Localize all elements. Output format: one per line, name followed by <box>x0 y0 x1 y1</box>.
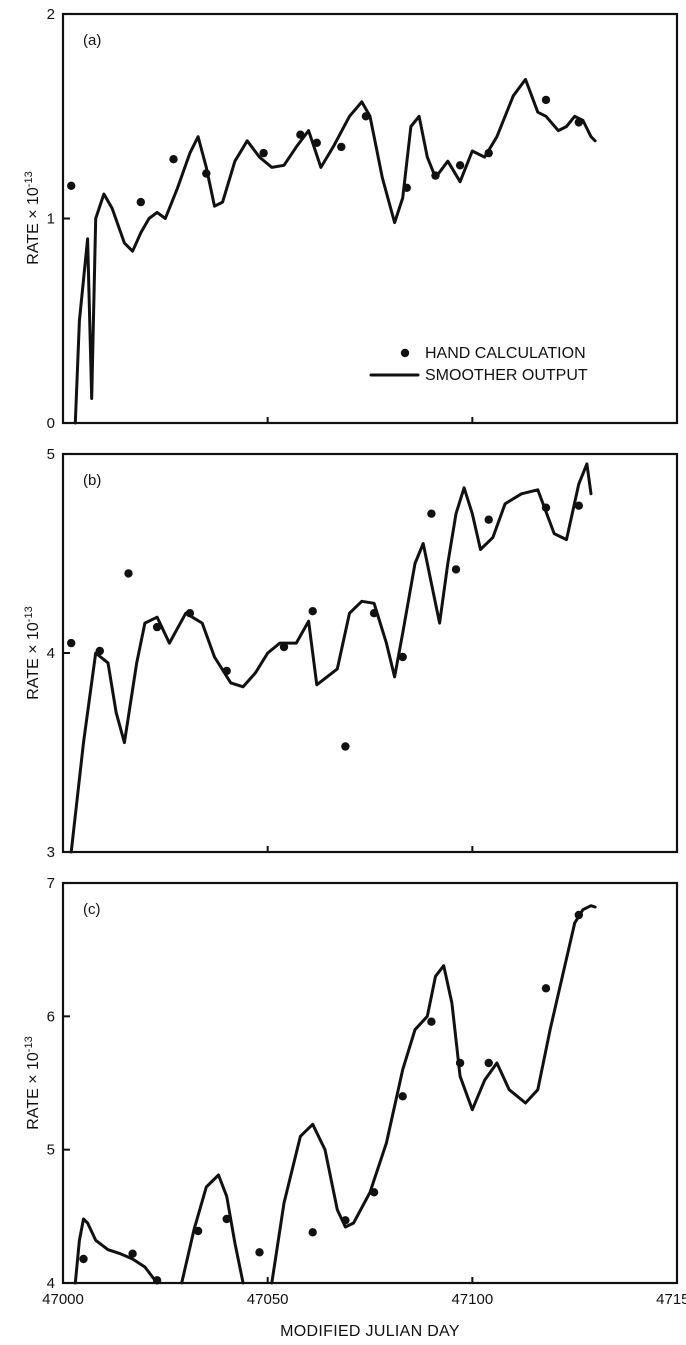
panel-b-ylabel-base: RATE × 10 <box>25 622 42 700</box>
hand-calculation-point <box>296 130 305 139</box>
hand-calculation-point <box>455 161 465 170</box>
panel-b-hand-calculation <box>67 501 583 751</box>
hand-calculation-point <box>124 569 133 578</box>
hand-calculation-point <box>193 1226 203 1236</box>
panel-b-y-tick-label: 5 <box>47 446 55 463</box>
hand-calculation-point <box>222 666 231 676</box>
panel-c-label: (c) <box>83 901 101 918</box>
hand-calculation-point <box>308 607 317 616</box>
hand-calculation-point <box>398 652 407 662</box>
hand-calculation-point <box>308 1228 317 1237</box>
panel-b-y-ticks: 3 4 5 <box>47 446 474 861</box>
hand-calculation-point <box>541 503 551 512</box>
x-tick-label: 47000 <box>42 1291 84 1308</box>
hand-calculation-point <box>279 642 289 652</box>
panel-c-smoother-output <box>73 904 597 1285</box>
panel-a-y-tick-label: 2 <box>47 6 55 23</box>
hand-calculation-point <box>361 112 371 121</box>
legend-smoother-output-label: SMOOTHER OUTPUT <box>425 367 588 384</box>
hand-calculation-point <box>402 183 411 192</box>
smoother-output-line <box>73 77 597 425</box>
panel-c-frame <box>61 881 679 1285</box>
hand-calculation-point <box>484 515 493 524</box>
hand-calculation-point <box>341 742 350 751</box>
x-tick-label: 47100 <box>451 1291 493 1308</box>
hand-calculation-point <box>341 1216 350 1225</box>
hand-calculation-point <box>574 118 583 127</box>
hand-calculation-point <box>222 1214 231 1224</box>
hand-calculation-point <box>185 609 195 618</box>
hand-calculation-point <box>337 142 346 152</box>
panel-c: (c) RATE × 10-13 4 5 6 7 47000 47050 47100 471… <box>23 875 686 1340</box>
hand-calculation-point <box>259 148 268 158</box>
hand-calculation-point <box>574 910 583 920</box>
hand-calculation-point <box>369 609 379 618</box>
hand-calculation-point <box>431 171 440 180</box>
panel-c-hand-calculation <box>79 910 583 1285</box>
panel-a-y-tick-label: 1 <box>47 211 55 228</box>
hand-calculation-point <box>574 501 583 510</box>
panel-b: (b) RATE × 10-13 3 4 5 <box>23 446 679 861</box>
panel-b-ylabel: RATE × 10-13 <box>23 606 42 699</box>
legend: HAND CALCULATION SMOOTHER OUTPUT <box>369 345 588 384</box>
panel-a-label: (a) <box>83 32 101 49</box>
hand-calculation-point <box>152 1276 162 1285</box>
hand-calculation-point <box>169 155 178 164</box>
panel-b-y-tick-label: 3 <box>47 844 55 861</box>
panel-b-ylabel-exp: -13 <box>23 606 35 622</box>
smoother-output-line <box>180 1173 245 1285</box>
hand-calculation-point <box>255 1248 264 1257</box>
panel-c-y-tick-label: 7 <box>47 875 55 892</box>
hand-calculation-point <box>484 1058 493 1068</box>
panel-b-frame <box>61 452 679 854</box>
panel-a-smoother-output <box>73 77 597 425</box>
panel-c-y-ticks: 4 5 6 7 <box>47 875 474 1292</box>
x-tick-label: 47050 <box>247 1291 289 1308</box>
hand-calculation-point <box>67 638 76 648</box>
panel-a-y-tick-label: 0 <box>47 415 55 432</box>
smoother-output-line <box>270 904 597 1285</box>
panel-a: (a) RATE × 10-13 0 1 2 HAND CALCULATION SM… <box>23 6 679 432</box>
smoother-output-line <box>69 462 593 854</box>
hand-calculation-point <box>136 197 145 207</box>
panel-c-ylabel: RATE × 10-13 <box>23 1036 42 1129</box>
hand-calculation-point <box>541 984 551 993</box>
x-axis-title: MODIFIED JULIAN DAY <box>280 1323 460 1340</box>
panel-b-smoother-output <box>69 462 593 854</box>
panel-c-y-tick-label: 5 <box>47 1142 55 1159</box>
hand-calculation-point <box>455 1058 465 1068</box>
hand-calculation-point <box>95 646 105 656</box>
legend-dot-marker <box>400 348 410 358</box>
hand-calculation-point <box>451 565 461 574</box>
smoother-output-line <box>73 1217 159 1285</box>
hand-calculation-point <box>67 181 76 190</box>
x-tick-label: 47150 <box>656 1291 686 1308</box>
hand-calculation-point <box>369 1188 379 1197</box>
hand-calculation-point <box>202 169 211 178</box>
hand-calculation-point <box>398 1092 407 1101</box>
panel-c-y-tick-label: 4 <box>47 1275 55 1292</box>
hand-calculation-point <box>152 622 162 632</box>
panel-c-ylabel-exp: -13 <box>23 1036 35 1052</box>
panel-b-y-tick-label: 4 <box>47 645 55 662</box>
panel-a-ylabel-base: RATE × 10 <box>25 187 42 265</box>
hand-calculation-point <box>427 1017 436 1026</box>
legend-hand-calculation-label: HAND CALCULATION <box>425 345 586 362</box>
panel-c-ylabel-base: RATE × 10 <box>25 1052 42 1130</box>
hand-calculation-point <box>312 138 321 147</box>
hand-calculation-point <box>128 1249 137 1258</box>
panel-a-ylabel: RATE × 10-13 <box>23 171 42 264</box>
panel-b-label: (b) <box>83 472 101 489</box>
hand-calculation-point <box>484 148 493 158</box>
panel-a-hand-calculation <box>67 95 583 207</box>
hand-calculation-point <box>541 95 551 105</box>
hand-calculation-point <box>79 1254 88 1264</box>
panel-a-ylabel-exp: -13 <box>23 171 35 187</box>
panel-c-x-ticks: 47000 47050 47100 47150 <box>42 1291 686 1308</box>
panel-c-y-tick-label: 6 <box>47 1008 55 1025</box>
hand-calculation-point <box>427 509 436 518</box>
panel-a-y-ticks: 0 1 2 <box>47 6 474 432</box>
